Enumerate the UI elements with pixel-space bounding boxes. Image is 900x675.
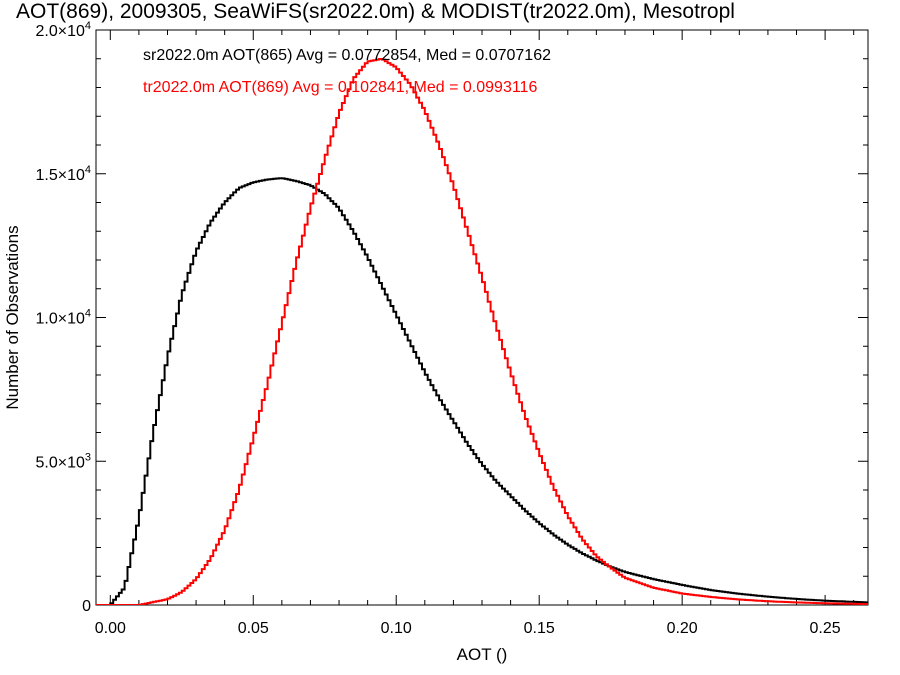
x-axis-label: AOT () (457, 645, 508, 664)
chart-title: AOT(869), 2009305, SeaWiFS(sr2022.0m) & … (16, 0, 735, 23)
plot-frame (95, 29, 869, 606)
x-tick-label: 0.00 (95, 620, 126, 637)
series-line-0 (96, 177, 868, 605)
y-tick-label: 1.5×104 (35, 164, 91, 184)
y-tick-label: 0 (82, 598, 91, 615)
x-tick-label: 0.20 (667, 620, 698, 637)
x-tick-label: 0.10 (381, 620, 412, 637)
y-tick-label: 2.0×104 (35, 20, 91, 40)
legend-entry-1: tr2022.0m AOT(869) Avg = 0.102841, Med =… (143, 79, 537, 96)
y-tick-label: 1.0×104 (35, 308, 91, 328)
x-tick-label: 0.05 (238, 620, 269, 637)
series-line-1 (96, 58, 868, 605)
y-axis-label: Number of Observations (3, 225, 22, 409)
y-tick-label: 5.0×103 (35, 451, 91, 471)
legend-entry-0: sr2022.0m AOT(865) Avg = 0.0772854, Med … (143, 47, 551, 64)
x-tick-label: 0.15 (524, 620, 555, 637)
x-tick-label: 0.25 (810, 620, 841, 637)
